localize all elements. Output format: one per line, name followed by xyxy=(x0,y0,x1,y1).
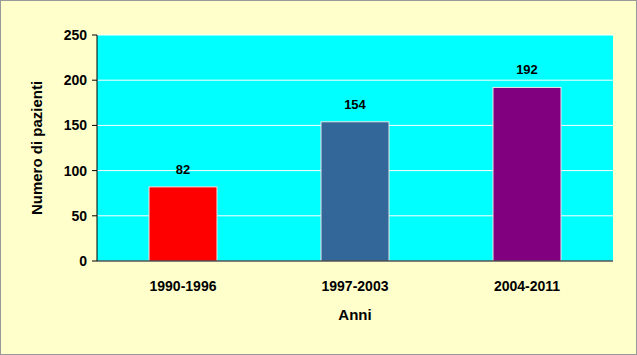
category-label: 1997-2003 xyxy=(322,278,389,294)
tick xyxy=(92,261,97,262)
tick-label: 150 xyxy=(64,117,88,133)
tick-label: 200 xyxy=(64,72,88,88)
tick xyxy=(92,170,97,171)
tick-label: 0 xyxy=(79,253,87,269)
bar xyxy=(493,87,561,261)
data-label: 82 xyxy=(176,162,190,177)
category-label: 1990-1996 xyxy=(150,278,217,294)
x-axis-label: Anni xyxy=(338,306,371,323)
data-label: 192 xyxy=(516,62,538,77)
grid-line xyxy=(97,261,613,262)
tick xyxy=(92,125,97,126)
data-label: 154 xyxy=(344,97,366,112)
y-axis-label: Numero di pazienti xyxy=(28,81,45,215)
bar xyxy=(321,122,389,261)
tick-label: 50 xyxy=(71,208,87,224)
bar xyxy=(149,187,217,261)
grid-line xyxy=(97,35,613,36)
category-label: 2004-2011 xyxy=(494,278,560,294)
chart: 0 50 100 150 200 250 82 1990-1996 154 1997-2003 19… xyxy=(0,0,637,355)
y-axis xyxy=(97,35,98,261)
x-axis xyxy=(97,261,613,262)
bars xyxy=(149,87,561,261)
tick-label: 100 xyxy=(64,163,88,179)
grid-line xyxy=(97,80,613,81)
tick-label: 250 xyxy=(64,27,88,43)
tick xyxy=(92,215,97,216)
background xyxy=(1,1,637,355)
tick xyxy=(92,35,97,36)
plot-area xyxy=(97,35,613,261)
tick xyxy=(92,80,97,81)
